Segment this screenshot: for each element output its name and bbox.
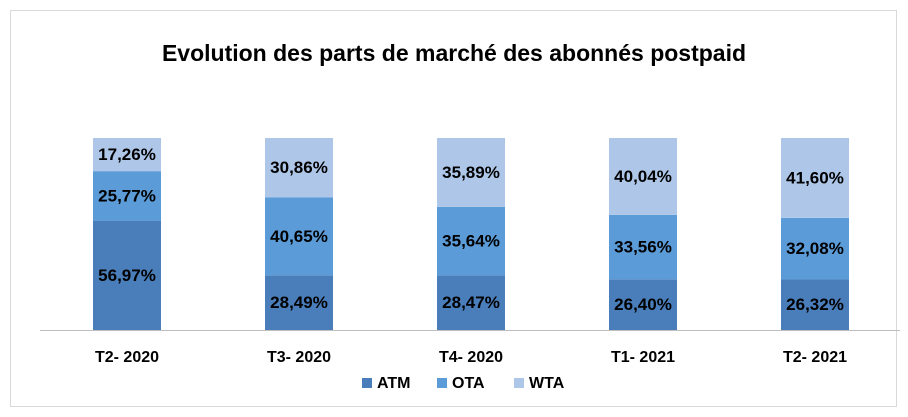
- x-tick-label: T2- 2020: [95, 349, 159, 366]
- bar-segment: [93, 220, 161, 330]
- legend-swatch: [437, 378, 447, 388]
- chart-title: Evolution des parts de marché des abonné…: [162, 40, 746, 66]
- data-label: 40,04%: [614, 167, 672, 186]
- legend-label: WTA: [529, 375, 565, 392]
- bar-segment: [437, 138, 505, 207]
- data-label: 33,56%: [614, 238, 672, 257]
- data-label: 32,08%: [786, 239, 844, 258]
- legend-swatch: [514, 378, 524, 388]
- legend-swatch: [362, 378, 372, 388]
- x-tick-label: T4- 2020: [439, 349, 503, 366]
- bar-segment: [609, 279, 677, 330]
- data-label: 40,65%: [270, 227, 328, 246]
- x-tick-label: T2- 2021: [783, 349, 847, 366]
- bar-segment: [437, 206, 505, 276]
- data-label: 56,97%: [98, 266, 156, 285]
- bar-segment: [781, 279, 849, 330]
- bar-segment: [265, 275, 333, 330]
- x-tick-label: T3- 2020: [267, 349, 331, 366]
- data-label: 41,60%: [786, 168, 844, 187]
- data-label: 30,86%: [270, 158, 328, 177]
- data-label: 35,64%: [442, 232, 500, 251]
- data-label: 26,32%: [786, 295, 844, 314]
- legend-label: OTA: [452, 375, 485, 392]
- data-label: 28,47%: [442, 293, 500, 312]
- data-label: 35,89%: [442, 163, 500, 182]
- bar-segment: [93, 138, 161, 172]
- bar-segment: [265, 197, 333, 276]
- bar-segment: [781, 138, 849, 218]
- data-label: 28,49%: [270, 293, 328, 312]
- data-label: 26,40%: [614, 295, 672, 314]
- bar-segment: [265, 138, 333, 198]
- bar-segment: [437, 275, 505, 330]
- bar-segment: [93, 171, 161, 221]
- bar-segment: [609, 214, 677, 280]
- x-tick-label: T1- 2021: [611, 349, 675, 366]
- data-label: 25,77%: [98, 186, 156, 205]
- bar-segment: [609, 138, 677, 215]
- data-label: 17,26%: [98, 145, 156, 164]
- legend-label: ATM: [377, 375, 410, 392]
- bar-segment: [781, 217, 849, 280]
